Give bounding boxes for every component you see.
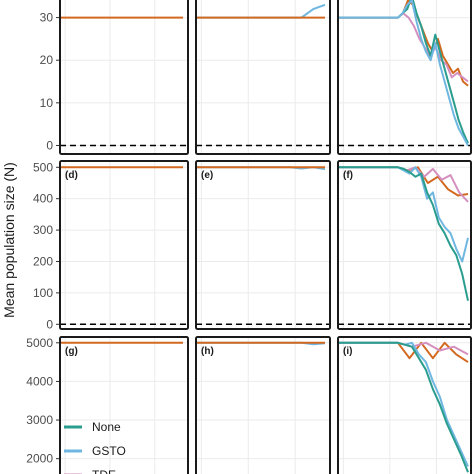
- series-line: [338, 166, 469, 263]
- panel-label: (f): [343, 170, 353, 181]
- series-line: [338, 341, 469, 467]
- facet-row: 0 100 200 300 400 500 (d) (e) (f): [33, 160, 472, 331]
- facet-panel: (f): [337, 160, 472, 330]
- y-tick-label: 0: [46, 138, 53, 152]
- y-tick-label: 300: [33, 223, 53, 237]
- series-line: [338, 12, 469, 83]
- legend: None GSTO TDE: [64, 420, 126, 474]
- series-line: [196, 3, 326, 19]
- series-line: [338, 0, 469, 144]
- facet-panel: (i): [337, 336, 472, 474]
- panel-border: [337, 0, 472, 155]
- y-tick-label: 2000: [26, 452, 53, 466]
- panel-border: [337, 336, 472, 474]
- panel-border: [337, 160, 472, 330]
- panel-border: [195, 336, 331, 474]
- y-tick-label: 500: [33, 160, 53, 174]
- panel-border: [59, 160, 189, 330]
- facet-panel: [195, 0, 331, 155]
- panel-label: (e): [201, 170, 213, 181]
- series-line: [338, 341, 469, 473]
- panel-label: (h): [201, 346, 214, 357]
- legend-label: None: [92, 420, 121, 434]
- facet-panel: [59, 0, 189, 155]
- panel-border: [195, 0, 331, 155]
- y-tick-label: 30: [40, 11, 54, 25]
- y-tick-label: 20: [40, 53, 54, 67]
- y-tick-label: 200: [33, 254, 53, 268]
- facet-panel: (e): [195, 160, 331, 330]
- facet-row: 0 10 20 30: [40, 0, 472, 155]
- panel-border: [195, 160, 331, 330]
- legend-label: GSTO: [92, 444, 126, 458]
- legend-label: TDE: [92, 468, 116, 474]
- series-line: [338, 166, 469, 197]
- panel-label: (i): [343, 346, 352, 357]
- panel-label: (g): [65, 346, 78, 357]
- y-tick-label: 400: [33, 192, 53, 206]
- series-line: [338, 166, 469, 203]
- y-tick-label: 100: [33, 286, 53, 300]
- y-tick-label: 0: [46, 317, 53, 331]
- series-line: [338, 166, 469, 301]
- y-tick-label: 10: [40, 96, 54, 110]
- panel-label: (d): [65, 170, 78, 181]
- y-axis-title: Mean population size (N): [1, 162, 17, 318]
- y-tick-label: 4000: [26, 374, 53, 388]
- facet-panel: [337, 0, 472, 155]
- series-line: [338, 341, 469, 363]
- panel-border: [59, 0, 189, 155]
- facet-panel: (h): [195, 336, 331, 474]
- y-tick-label: 3000: [26, 413, 53, 427]
- y-tick-label: 5000: [26, 336, 53, 350]
- facet-row: 2000 3000 4000 5000 (g) (h) (i): [26, 336, 472, 474]
- facet-panel: (d): [59, 160, 189, 330]
- facet-panel: (g): [59, 336, 189, 474]
- panel-border: [59, 336, 189, 474]
- series-line: [338, 0, 469, 146]
